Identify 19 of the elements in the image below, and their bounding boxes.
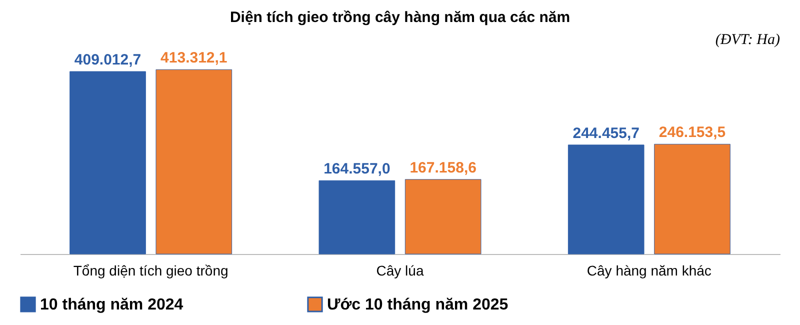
bar [318,180,396,254]
text: (ĐVT: Ha) [715,32,780,48]
legend-label: 10 tháng năm 2024 [40,296,184,314]
data-label: 164.557,0 [324,160,390,178]
data-label: 409.012,7 [74,51,142,68]
data-label: 244.455,7 [572,124,640,142]
data-label: 246.153,5 [658,124,726,142]
bar [568,144,644,254]
bar [156,69,232,254]
bar [654,144,730,254]
x-tick-label: Tổng diện tích gieo trồng [73,262,228,278]
x-tick-label: Cây lúa [376,262,424,278]
chart-title: Diện tích gieo trồng cây hàng năm qua các năm [230,9,570,26]
legend-label: Ước 10 tháng năm 2025 [327,296,508,314]
data-label: 167.158,6 [410,159,476,176]
x-tick-label: Cây hàng năm khác [586,262,712,278]
bar [404,179,482,254]
bar [70,71,146,254]
data-label: 413.312,1 [160,50,228,67]
